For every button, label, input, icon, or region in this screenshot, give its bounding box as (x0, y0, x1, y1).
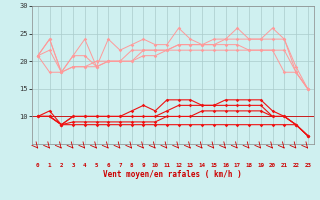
X-axis label: Vent moyen/en rafales ( km/h ): Vent moyen/en rafales ( km/h ) (103, 170, 242, 179)
